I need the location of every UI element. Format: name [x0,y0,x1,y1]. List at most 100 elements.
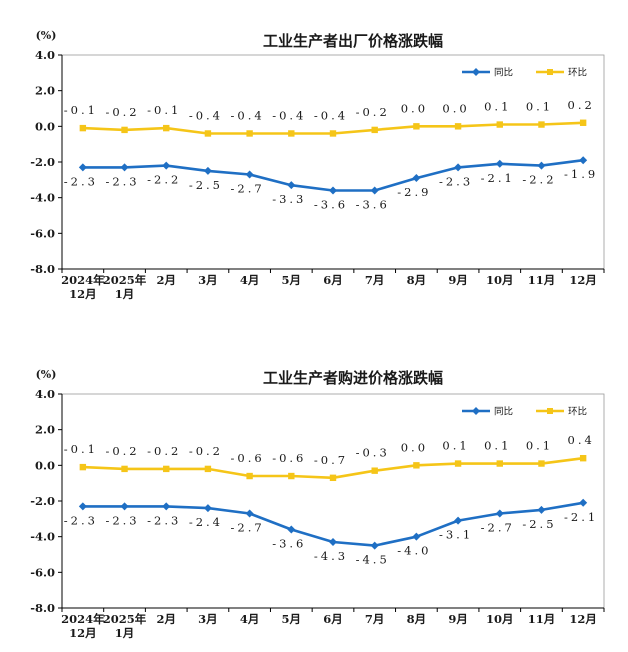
data-point [329,130,337,137]
plot-area [61,393,605,609]
data-label: -2.1 [481,171,515,185]
series-mom: -0.1 -0.2 -0.2 -0.2 -0.6 -0.6 -0.7 -0.3 0.0 0.1 0.… [64,433,592,482]
data-point [78,163,87,172]
data-label: 0.1 [484,439,511,453]
data-label: -2.3 [105,513,139,527]
legend-swatch-marker [547,69,553,75]
x-tick-label: 4月 [240,273,260,287]
x-tick-label: 5月 [282,273,302,287]
legend-label: 环比 [568,406,587,418]
y-tick-label: 2.0 [35,423,55,437]
data-label: -2.7 [231,181,265,195]
data-point [371,126,378,134]
data-point [537,505,546,514]
data-label: -2.3 [147,513,181,527]
y-tick-label: -4.0 [30,530,55,544]
x-tick-label: 9月 [448,273,468,287]
x-tick-label: 9月 [448,612,468,626]
data-point [121,465,128,473]
data-label: -2.2 [522,173,556,187]
x-tick-label: 3月 [198,612,218,626]
data-label: -0.2 [147,444,181,458]
x-tick-label: 3月 [198,273,218,287]
data-label: -0.2 [189,444,223,458]
data-label: -4.0 [397,544,431,558]
data-point [163,465,170,473]
data-label: -0.3 [356,446,390,460]
data-point [329,186,337,195]
y-tick-label: -8.0 [30,601,55,615]
y-tick-label: -4.0 [30,191,55,205]
data-point [579,498,588,507]
data-point [370,541,379,550]
data-label: -4.5 [356,553,390,567]
legend: 同比 环比 [462,406,587,418]
data-label: 0.1 [526,100,553,114]
data-point [412,532,421,541]
x-tick-label: 10月 [486,273,514,287]
data-point [413,462,420,469]
y-tick-label: 0.0 [35,458,55,472]
data-point [162,502,171,511]
x-tick-label: 12月 [569,273,597,287]
data-point [204,465,212,473]
data-label: -0.4 [231,108,265,122]
series-yoy: -2.3 -2.3 -2.3 -2.4 -2.7 -3.6 -4.3 -4.5 -4.0 -3.1… [64,498,595,567]
data-label: -2.5 [189,178,223,192]
x-tick-label: 2025年 [103,273,147,287]
legend-label: 同比 [494,67,513,79]
y-unit-label: (%) [36,368,57,381]
x-tick-label: 2月 [156,612,176,626]
chart-title: 工业生产者出厂价格涨跌幅 [263,32,443,50]
y-unit-label: (%) [36,29,57,42]
data-point [496,121,503,128]
x-tick-label: 12月 [69,626,97,640]
legend-swatch-marker [547,408,553,414]
data-label: 0.2 [568,98,595,112]
data-label: -2.2 [147,173,181,187]
data-point [162,161,171,170]
data-label: -4.3 [314,549,348,563]
x-tick-label: 2025年 [103,612,147,626]
chart-2: 工业生产者购进价格涨跌幅 (%) 4.0 2.0 0.0 -2.0 -4.0 -6.0 -8.0… [30,368,605,640]
x-tick-label: 2024年 [61,273,105,287]
x-tick-label: 7月 [365,612,385,626]
y-tick-label: 4.0 [35,387,55,401]
legend: 同比 环比 [462,67,587,79]
data-label: -2.7 [231,520,265,534]
data-label: 0.1 [442,439,469,453]
data-label: -3.6 [272,537,306,551]
data-point [495,509,504,518]
data-point [120,163,129,172]
data-point [370,186,379,195]
data-label: 0.0 [442,101,469,115]
data-point [163,124,170,132]
y-tick-label: -2.0 [30,494,55,508]
x-tick-label: 8月 [407,273,427,287]
data-point [246,472,253,480]
x-tick-label: 4月 [240,612,260,626]
data-label: -0.2 [105,105,139,119]
data-point [120,502,129,511]
y-tick-label: 4.0 [35,48,55,62]
legend-swatch-marker [472,68,480,76]
data-point [495,159,504,168]
data-point [537,161,546,170]
data-point [246,130,253,137]
data-point [288,130,295,137]
x-tick-label: 5月 [282,612,302,626]
data-label: -0.4 [189,108,223,122]
data-label: 0.0 [401,101,428,115]
data-point [329,474,337,482]
data-point [412,174,421,183]
legend-swatch-marker [472,407,480,415]
y-tick-label: -8.0 [30,262,55,276]
data-point [579,156,588,165]
data-label: -0.4 [272,108,306,122]
y-tick-label: -2.0 [30,155,55,169]
y-tick-label: -6.0 [30,226,55,240]
data-point [579,119,587,126]
chart-1: 工业生产者出厂价格涨跌幅 (%) 4.0 2.0 0.0 -2.0 -4.0 -6.0 -8.0… [30,29,605,301]
x-tick-label: 11月 [528,273,556,287]
data-point [454,123,462,130]
